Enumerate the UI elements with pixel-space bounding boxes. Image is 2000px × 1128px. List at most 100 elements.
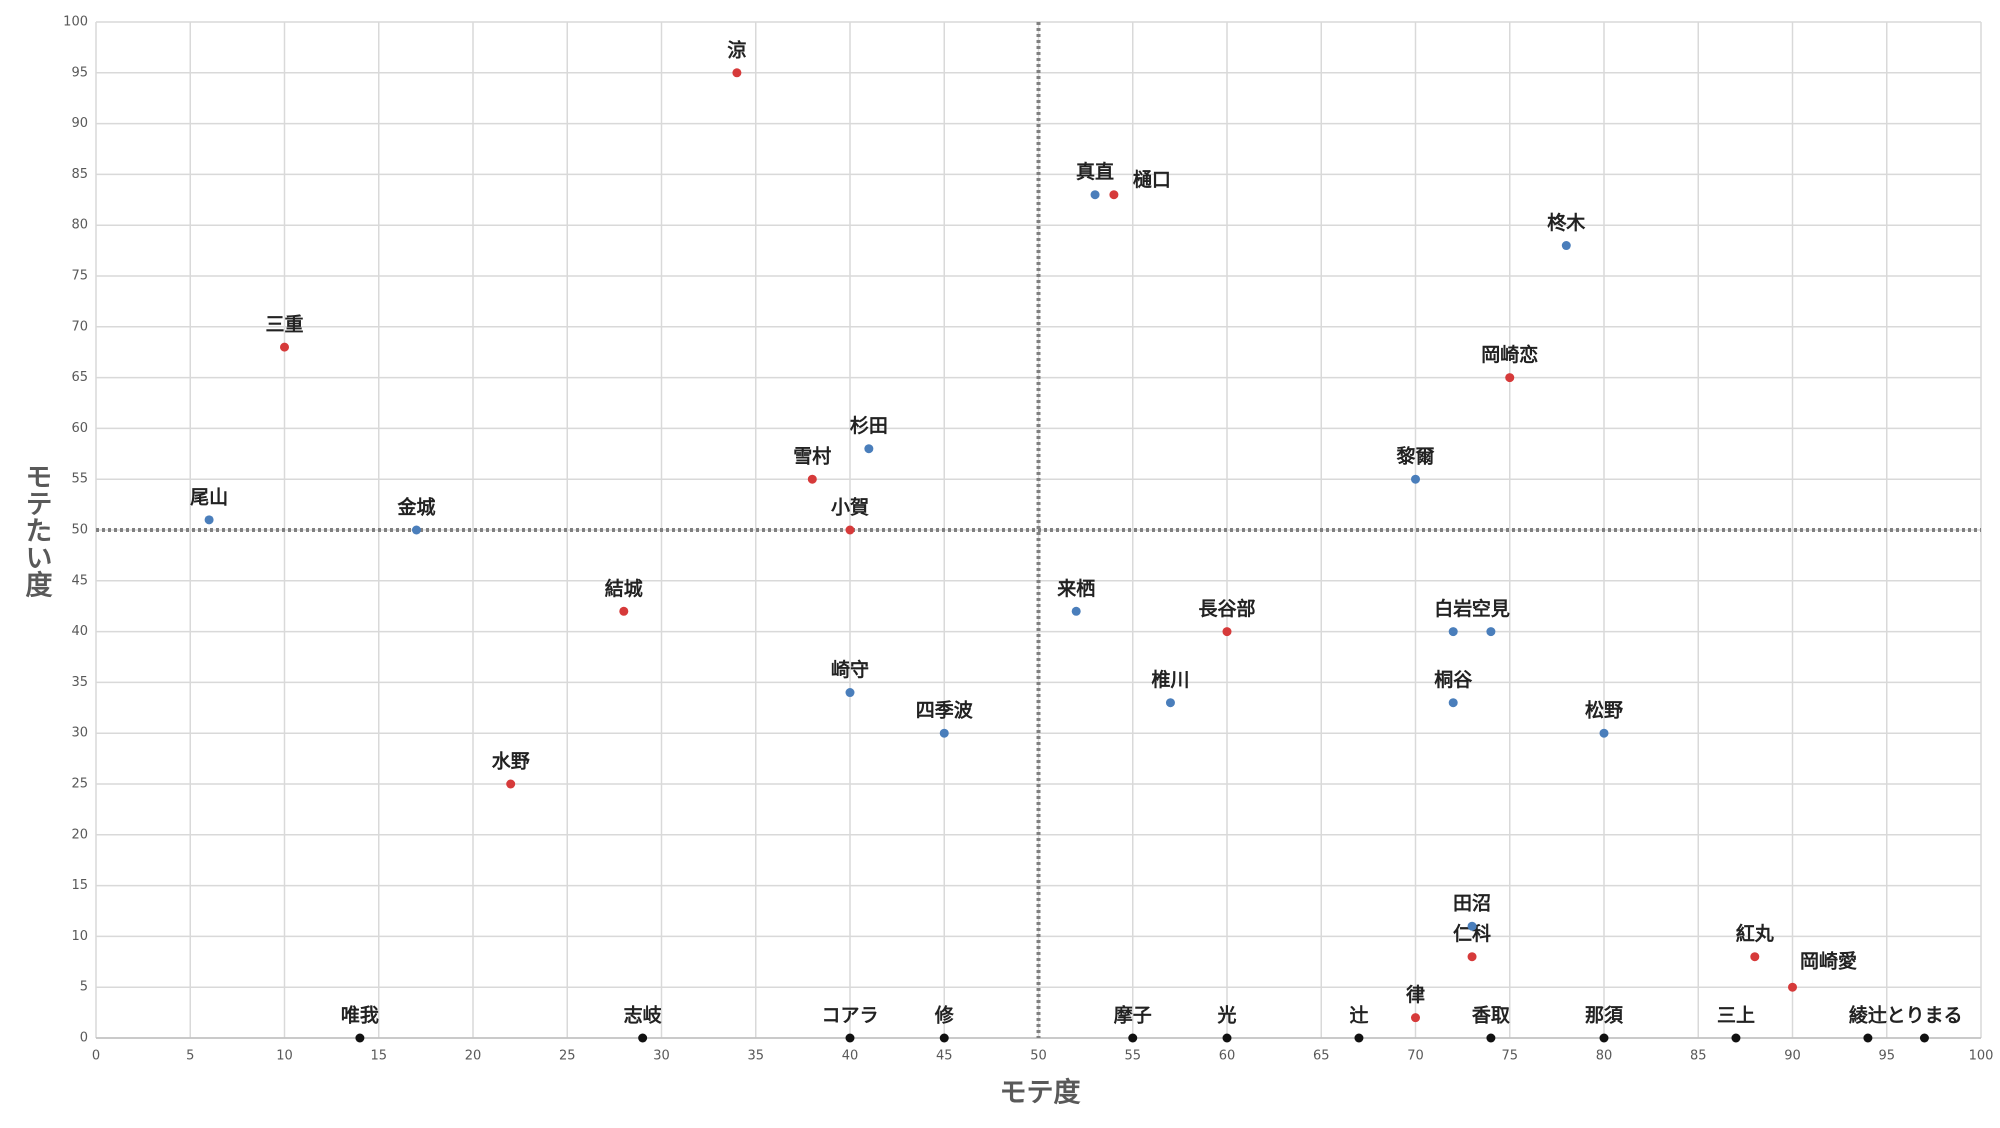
point-label: 小賀 — [831, 497, 869, 519]
y-tick-label: 80 — [71, 218, 88, 233]
x-tick-label: 80 — [1596, 1049, 1613, 1064]
point-label: 志岐 — [624, 1004, 663, 1027]
point — [1731, 1033, 1741, 1043]
point — [845, 688, 855, 698]
point-label: 雪村 — [793, 445, 831, 468]
point — [1448, 698, 1458, 708]
y-tick-label: 15 — [71, 878, 88, 893]
point-label: 四季波 — [916, 699, 974, 722]
point-label: 真直 — [1076, 160, 1114, 183]
point — [619, 606, 629, 616]
point — [1561, 241, 1571, 251]
y-tick-label: 55 — [71, 472, 88, 487]
y-tick-label: 95 — [71, 65, 88, 80]
point-label: 岡崎愛 — [1800, 950, 1857, 973]
point — [864, 444, 874, 454]
point-label: 白岩 — [1434, 597, 1472, 620]
point — [845, 525, 855, 535]
point-label: 那須 — [1585, 1005, 1624, 1027]
x-tick-label: 95 — [1878, 1049, 1895, 1064]
point-label: 結城 — [605, 577, 643, 600]
x-axis-title: モテ度 — [1000, 1077, 1081, 1109]
point-label: 辻 — [1349, 1004, 1368, 1027]
point — [1467, 921, 1477, 931]
point — [1411, 1013, 1420, 1023]
point-label: 綾辻 — [1849, 1004, 1887, 1027]
point-label: 長谷部 — [1198, 597, 1255, 620]
y-tick-label: 5 — [80, 980, 88, 995]
y-tick-label: 40 — [71, 624, 88, 639]
x-tick-label: 15 — [370, 1049, 387, 1064]
point — [939, 728, 949, 738]
point — [1486, 1033, 1496, 1043]
point — [1448, 627, 1458, 637]
point-label: 来栖 — [1057, 577, 1095, 600]
point — [1165, 698, 1175, 708]
point-label: 柊木 — [1547, 211, 1586, 234]
point — [1222, 1033, 1232, 1043]
x-tick-label: 75 — [1501, 1049, 1518, 1064]
point-label: 崎守 — [831, 658, 869, 681]
y-tick-label: 35 — [71, 675, 88, 690]
point — [204, 515, 214, 525]
point-label: 桐谷 — [1434, 668, 1473, 691]
point-label: 摩子 — [1114, 1004, 1152, 1027]
x-tick-label: 60 — [1219, 1049, 1236, 1064]
point — [807, 474, 817, 484]
point — [1919, 1033, 1929, 1043]
y-tick-label: 0 — [80, 1031, 88, 1046]
point — [1505, 373, 1515, 383]
y-tick-label: 45 — [71, 573, 88, 588]
y-tick-label: 100 — [63, 15, 88, 30]
point-label: 香取 — [1471, 1005, 1510, 1027]
point — [1788, 982, 1797, 992]
point-label: 松野 — [1585, 699, 1623, 722]
point-label: 三上 — [1717, 1005, 1755, 1027]
point — [1222, 627, 1232, 637]
point — [506, 779, 516, 789]
point — [411, 525, 421, 535]
point-label: 涼 — [727, 38, 746, 61]
point — [1599, 1033, 1609, 1043]
y-tick-label: 20 — [71, 827, 88, 842]
x-tick-label: 65 — [1313, 1049, 1330, 1064]
y-tick-label: 75 — [71, 269, 88, 284]
point-label: 空見 — [1472, 597, 1510, 620]
point-label: 椎川 — [1151, 668, 1189, 691]
x-tick-label: 50 — [1030, 1049, 1047, 1064]
point — [355, 1033, 365, 1043]
point-label: 三重 — [265, 314, 303, 336]
point-label: 黎爾 — [1396, 446, 1434, 468]
point-label: コアラ — [821, 1005, 878, 1027]
x-tick-label: 45 — [936, 1049, 953, 1064]
point-label: 修 — [934, 1004, 955, 1027]
point — [1750, 952, 1760, 962]
point — [1467, 952, 1477, 962]
point — [845, 1033, 855, 1043]
point — [1090, 190, 1100, 200]
y-tick-label: 65 — [71, 370, 88, 385]
point — [1071, 606, 1081, 616]
point — [1486, 627, 1496, 637]
point — [1109, 190, 1119, 200]
point-label: 光 — [1216, 1004, 1236, 1027]
point-label: 唯我 — [341, 1004, 379, 1027]
x-tick-label: 20 — [465, 1049, 482, 1064]
x-tick-label: 10 — [276, 1049, 293, 1064]
point — [1354, 1033, 1364, 1043]
point-label: 水野 — [492, 751, 530, 773]
x-tick-label: 35 — [747, 1049, 764, 1064]
y-tick-label: 25 — [71, 777, 88, 792]
point — [732, 68, 742, 78]
y-tick-label: 85 — [71, 167, 88, 182]
x-tick-label: 5 — [186, 1049, 194, 1064]
y-tick-label: 10 — [71, 929, 88, 944]
point — [1128, 1033, 1138, 1043]
point — [1411, 474, 1420, 484]
x-tick-label: 55 — [1124, 1049, 1141, 1064]
y-tick-label: 30 — [71, 726, 88, 741]
point — [1599, 728, 1609, 738]
point — [939, 1033, 949, 1043]
point-label: 田沼 — [1453, 892, 1491, 915]
